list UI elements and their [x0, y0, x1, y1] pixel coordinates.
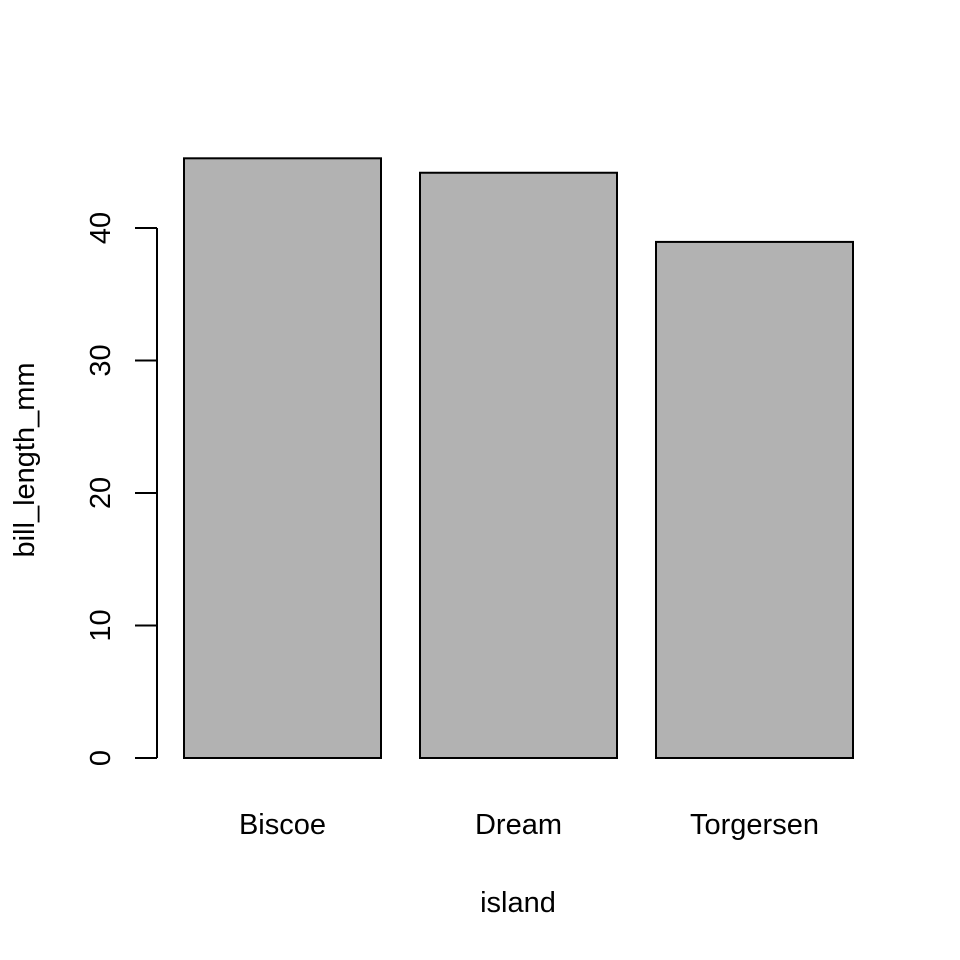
- x-category-label: Torgersen: [690, 809, 819, 841]
- y-tick-label: 10: [85, 609, 117, 641]
- y-tick-label: 40: [85, 212, 117, 244]
- y-axis: 0 10 20 30 40: [85, 212, 158, 766]
- bars-group: [183, 157, 854, 760]
- x-category-label: Dream: [475, 809, 562, 841]
- bar-biscoe: [183, 157, 382, 759]
- y-axis-title: bill_length_mm: [9, 362, 41, 557]
- x-category-label: Biscoe: [239, 809, 326, 841]
- y-tick-label: 20: [85, 477, 117, 509]
- y-tick-label: 30: [85, 344, 117, 376]
- y-ticks: 0 10 20 30 40: [85, 212, 157, 766]
- bar-dream: [419, 171, 618, 759]
- x-category-labels: Biscoe Dream Torgersen: [239, 809, 819, 841]
- x-axis-title: island: [480, 887, 556, 919]
- bar-torgersen: [655, 240, 854, 760]
- y-tick-label: 0: [85, 750, 117, 766]
